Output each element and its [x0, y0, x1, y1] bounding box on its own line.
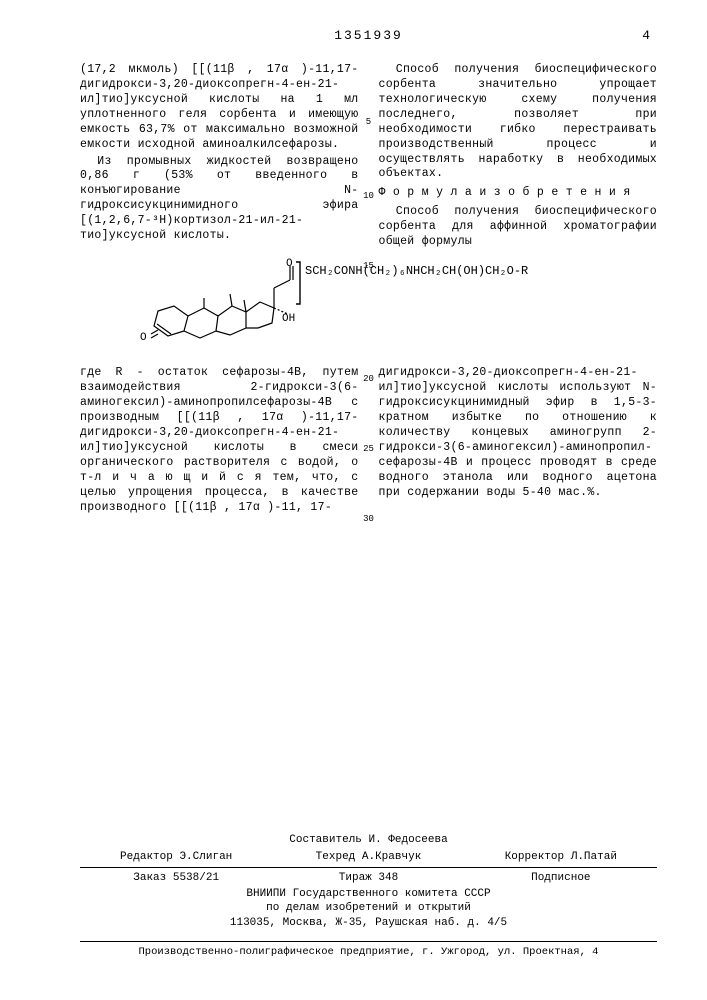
left-column-upper: (17,2 мкмоль) [[(11β , 17α )-11,17-дигид…	[80, 63, 359, 250]
tirazh: Тираж 348	[272, 871, 464, 885]
line-mark-30: 30	[363, 514, 374, 526]
upper-columns: 5 10 15 (17,2 мкмоль) [[(11β , 17α )-11,…	[80, 63, 657, 250]
chemical-structure: O O SCH₂CONH(CH₂)₆NHCH₂CH(OH)CH₂O-R OH	[140, 258, 657, 358]
divider-1	[80, 867, 657, 868]
patent-number: 1351939	[334, 28, 403, 43]
svg-text:O: O	[286, 258, 293, 270]
para-3: Способ получения биоспецифического сорбе…	[379, 63, 658, 183]
line-mark-20: 20	[363, 374, 374, 386]
order-row: Заказ 5538/21 Тираж 348 Подписное	[80, 871, 657, 885]
org-line-1: ВНИИПИ Государственного комитета СССР	[80, 887, 657, 901]
structure-svg: O O SCH₂CONH(CH₂)₆NHCH₂CH(OH)CH₂O-R OH	[140, 258, 580, 358]
org-line-2: по делам изобретений и открытий	[80, 901, 657, 915]
corrector: Корректор Л.Патай	[465, 850, 657, 864]
formula-heading: Ф о р м у л а и з о б р е т е н и я	[379, 186, 658, 201]
header: 1351939 4	[80, 28, 657, 45]
right-column-upper: Способ получения биоспецифического сорбе…	[379, 63, 658, 250]
order: Заказ 5538/21	[80, 871, 272, 885]
line-mark-10: 10	[363, 191, 374, 203]
editor-row: Редактор Э.Слиган Техред А.Кравчук Корре…	[80, 850, 657, 864]
structure-formula-text: SCH₂CONH(CH₂)₆NHCH₂CH(OH)CH₂O-R	[305, 264, 528, 278]
address-line: 113035, Москва, Ж-35, Раушская наб. д. 4…	[80, 916, 657, 930]
patent-page: 1351939 4 5 10 15 (17,2 мкмоль) [[(11β ,…	[0, 0, 707, 1000]
svg-text:O: O	[140, 332, 147, 344]
para-2: Из промывных жидкостей возвращено 0,86 г…	[80, 155, 359, 245]
line-mark-5: 5	[366, 117, 371, 129]
para-5: где R - остаток сефарозы-4B, путем взаим…	[80, 366, 359, 515]
editor: Редактор Э.Слиган	[80, 850, 272, 864]
para-1: (17,2 мкмоль) [[(11β , 17α )-11,17-дигид…	[80, 63, 359, 153]
para-4: Способ получения биоспецифического сорбе…	[379, 205, 658, 250]
left-column-lower: где R - остаток сефарозы-4B, путем взаим…	[80, 366, 359, 515]
line-mark-15: 15	[363, 261, 374, 273]
footer-block: Составитель И. Федосеева Редактор Э.Слиг…	[80, 833, 657, 930]
sign: Подписное	[465, 871, 657, 885]
svg-text:OH: OH	[282, 313, 295, 325]
techred: Техред А.Кравчук	[272, 850, 464, 864]
compiler-line: Составитель И. Федосеева	[80, 833, 657, 847]
printer: Производственно-полиграфическое предприя…	[139, 946, 599, 958]
para-6: дигидрокси-3,20-диоксопрегн-4-ен-21-ил]т…	[379, 366, 658, 500]
right-column-lower: дигидрокси-3,20-диоксопрегн-4-ен-21-ил]т…	[379, 366, 658, 515]
line-mark-25: 25	[363, 444, 374, 456]
print-line: Производственно-полиграфическое предприя…	[80, 941, 657, 960]
page-number: 4	[642, 28, 652, 45]
lower-columns: 20 25 30 где R - остаток сефарозы-4B, пу…	[80, 366, 657, 515]
